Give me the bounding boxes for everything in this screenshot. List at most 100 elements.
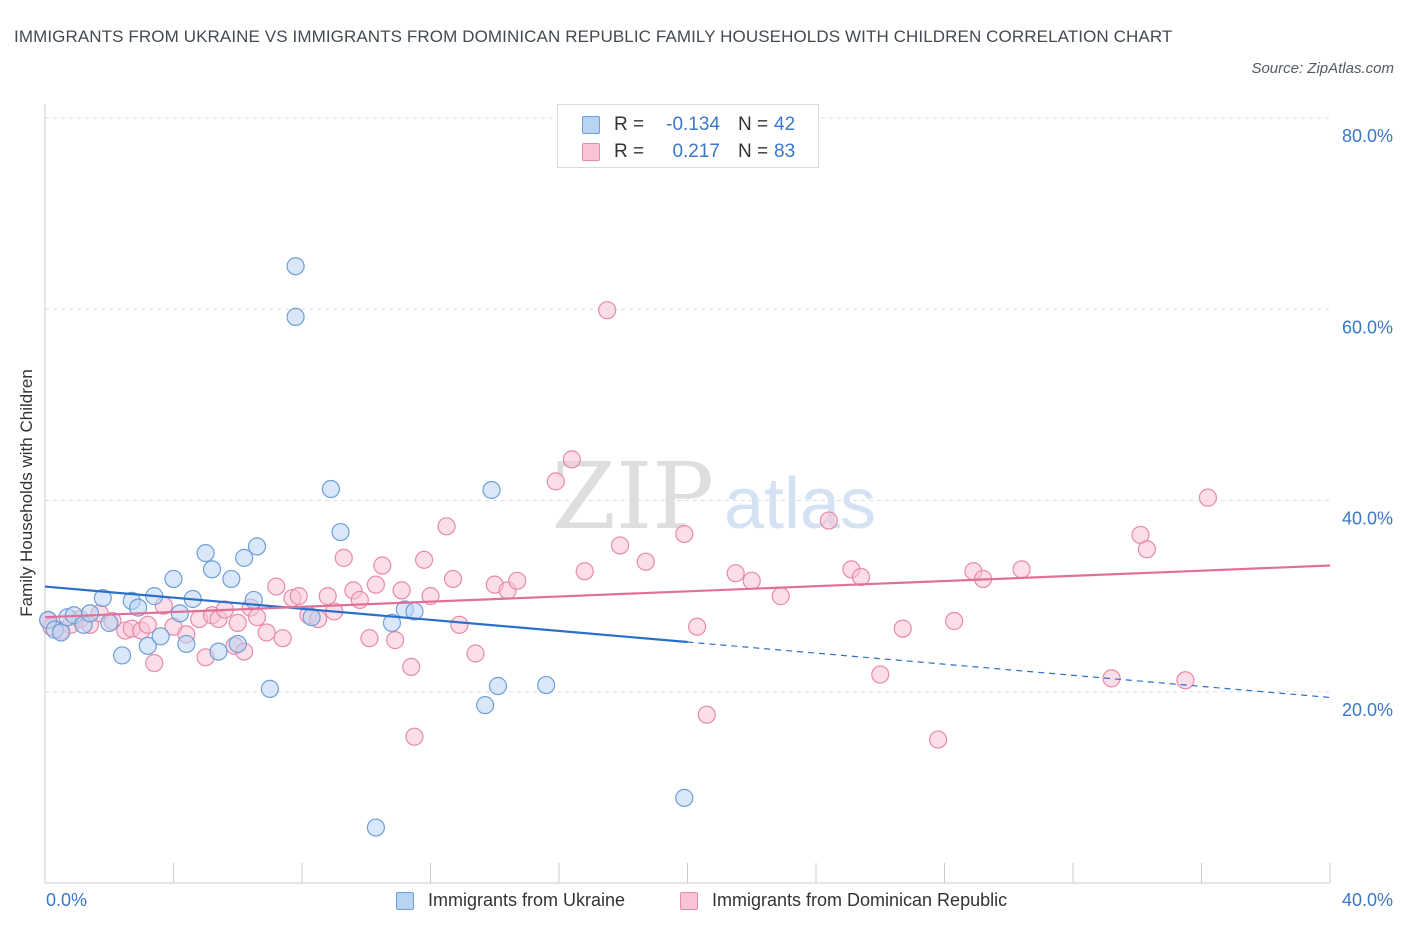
trend-line-ukraine-projection: [687, 641, 1331, 699]
y-tick-label: 80.0%: [1342, 126, 1393, 146]
point-dominican: [562, 450, 581, 469]
watermark: ZIP atlas: [552, 443, 876, 550]
bottom-legend-ukraine: Immigrants from Ukraine: [396, 890, 625, 911]
bottom-legend-dominican: Immigrants from Dominican Republic: [680, 890, 1007, 911]
point-ukraine: [235, 548, 254, 567]
data-points: [39, 257, 1218, 837]
point-ukraine: [93, 588, 112, 608]
point-dominican: [228, 613, 247, 633]
point-ukraine: [196, 543, 215, 563]
point-dominican: [928, 730, 948, 749]
legend-swatch-ukraine: [582, 116, 600, 134]
point-ukraine: [366, 818, 385, 837]
point-ukraine: [112, 646, 132, 665]
point-dominican: [1198, 488, 1218, 507]
point-dominican: [443, 569, 463, 589]
point-dominican: [610, 536, 630, 555]
point-ukraine: [476, 696, 495, 715]
point-dominican: [636, 552, 655, 571]
point-ukraine: [260, 679, 279, 698]
y-tick-label: 60.0%: [1342, 317, 1393, 337]
point-ukraine: [138, 636, 157, 655]
watermark-atlas: atlas: [724, 464, 876, 544]
point-dominican: [1176, 671, 1195, 690]
legend-row-dominican: R = 0.217 N = 83: [582, 140, 795, 164]
point-ukraine: [209, 642, 228, 661]
y-tick-labels: 20.0% 40.0% 60.0% 80.0%: [1342, 126, 1393, 720]
point-dominican: [350, 590, 369, 610]
point-dominican: [360, 629, 379, 648]
source-credit: Source: ZipAtlas.com: [1251, 60, 1394, 77]
point-dominican: [366, 575, 385, 594]
trend-line-ukraine: [44, 585, 688, 644]
point-ukraine: [537, 675, 556, 695]
point-dominican: [697, 705, 716, 724]
bottom-legend-swatch-ukraine: [396, 891, 414, 910]
point-dominican: [546, 472, 565, 491]
point-dominican: [726, 564, 745, 583]
point-dominican: [145, 653, 164, 673]
point-ukraine: [675, 788, 694, 807]
point-ukraine: [80, 604, 100, 623]
legend-r-value: 0.217: [672, 141, 720, 162]
point-dominican: [334, 548, 353, 567]
legend-n-label: N =: [738, 114, 769, 135]
point-dominican: [893, 619, 912, 638]
legend-swatch-dominican: [582, 143, 600, 161]
bottom-legend-swatch-dominican: [680, 891, 698, 910]
point-ukraine: [222, 569, 241, 589]
legend-r-label: R =: [614, 141, 645, 162]
stats-legend: R = -0.134 N = 42 R = 0.217 N = 83: [557, 104, 819, 168]
legend-r-label: R =: [614, 114, 645, 135]
point-ukraine: [228, 634, 247, 654]
trend-lines: [44, 564, 1331, 699]
point-ukraine: [488, 676, 508, 696]
trend-line-dominican: [44, 564, 1331, 619]
axes: [44, 104, 1331, 884]
point-dominican: [871, 665, 890, 684]
point-ukraine: [321, 479, 341, 499]
point-ukraine: [51, 623, 71, 642]
point-dominican: [688, 617, 707, 636]
point-dominican: [1137, 540, 1156, 559]
point-ukraine: [286, 307, 305, 326]
bottom-legend-label-ukraine: Immigrants from Ukraine: [428, 890, 626, 910]
point-dominican: [450, 615, 469, 634]
point-ukraine: [170, 604, 190, 623]
point-dominican: [257, 623, 276, 642]
x-tick-label-max: 40.0%: [1341, 890, 1393, 910]
point-dominican: [414, 550, 434, 569]
point-ukraine: [151, 627, 170, 646]
point-dominican: [945, 611, 964, 631]
point-dominican: [402, 657, 421, 676]
point-ukraine: [100, 613, 119, 633]
point-dominican: [138, 615, 157, 634]
point-ukraine: [286, 257, 305, 276]
point-ukraine: [331, 522, 350, 542]
point-dominican: [273, 629, 292, 648]
point-ukraine: [382, 613, 402, 633]
legend-n-value: 42: [774, 114, 796, 135]
point-dominican: [421, 587, 440, 606]
point-dominican: [392, 581, 411, 600]
y-tick-label: 20.0%: [1342, 700, 1393, 720]
gridlines: [45, 117, 1330, 693]
point-ukraine: [247, 537, 267, 556]
point-dominican: [437, 517, 456, 536]
point-ukraine: [482, 480, 501, 500]
point-dominican: [267, 577, 286, 596]
bottom-legend-label-dominican: Immigrants from Dominican Republic: [712, 890, 1008, 910]
point-dominican: [289, 587, 308, 606]
chart-title: IMMIGRANTS FROM UKRAINE VS IMMIGRANTS FR…: [14, 27, 1173, 46]
point-dominican: [851, 567, 871, 587]
point-dominican: [508, 571, 527, 590]
point-ukraine: [129, 598, 148, 617]
point-dominican: [318, 587, 337, 606]
point-dominican: [1012, 560, 1031, 579]
point-dominican: [405, 727, 424, 746]
x-tick-label-min: 0.0%: [46, 890, 88, 910]
y-axis-label: Family Households with Children: [17, 369, 36, 617]
point-ukraine: [177, 634, 196, 654]
point-dominican: [247, 608, 267, 627]
